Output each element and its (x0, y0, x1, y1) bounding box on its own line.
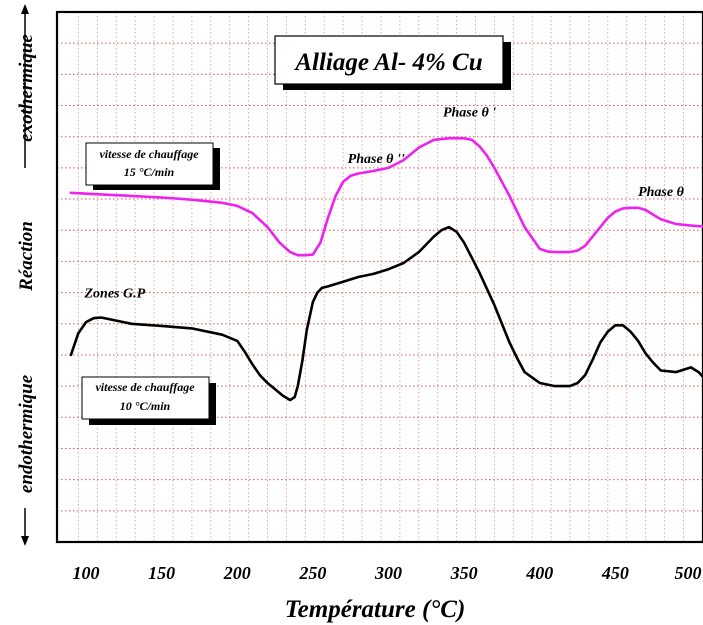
annotation-label: Zones G.P (83, 286, 145, 301)
grid (57, 12, 703, 542)
series-15-line (69, 137, 703, 257)
x-tick-label: 450 (601, 563, 629, 583)
annotations: Zones G.P Phase θ '' Phase θ ' Phase θ (83, 105, 684, 301)
legend-15-line1: vitesse de chauffage (99, 147, 199, 161)
x-tick-labels: 100 150 200 250 300 350 400 450 500 (73, 563, 702, 583)
annotation-label: Phase θ (638, 185, 685, 200)
arrow-up-head-icon (21, 4, 29, 14)
chart-title: Alliage Al- 4% Cu (293, 49, 482, 76)
legend-15-line2: 15 °C/min (124, 165, 175, 179)
x-axis-label: Température (°C) (285, 596, 466, 623)
x-tick-label: 400 (525, 563, 553, 583)
annotation-label: Phase θ ' (443, 105, 496, 120)
legend-10: vitesse de chauffage 10 °C/min (81, 376, 216, 425)
plot-frame (55, 10, 703, 544)
x-tick-label: 300 (374, 563, 402, 583)
ylabel-bottom: endothermique (16, 374, 37, 493)
x-tick-label: 500 (675, 563, 702, 583)
curves (69, 137, 703, 402)
x-tick-label: 250 (298, 563, 326, 583)
x-tick-label: 150 (148, 563, 175, 583)
legend-15: vitesse de chauffage 15 °C/min (85, 142, 220, 190)
arrow-down-head-icon (21, 536, 29, 546)
annotation-label: Phase θ '' (348, 152, 405, 167)
series-10-line (69, 225, 703, 402)
legend-10-line1: vitesse de chauffage (95, 380, 195, 394)
x-tick-label: 100 (73, 563, 100, 583)
x-tick-label: 200 (223, 563, 251, 583)
ylabel: Réaction (16, 221, 37, 292)
legend-10-line2: 10 °C/min (120, 399, 171, 413)
y-axis-labels: exothermique Réaction endothermique (16, 4, 37, 546)
x-tick-label: 350 (450, 563, 478, 583)
title-box: Alliage Al- 4% Cu (274, 35, 511, 90)
ylabel-top: exothermique (16, 34, 37, 142)
